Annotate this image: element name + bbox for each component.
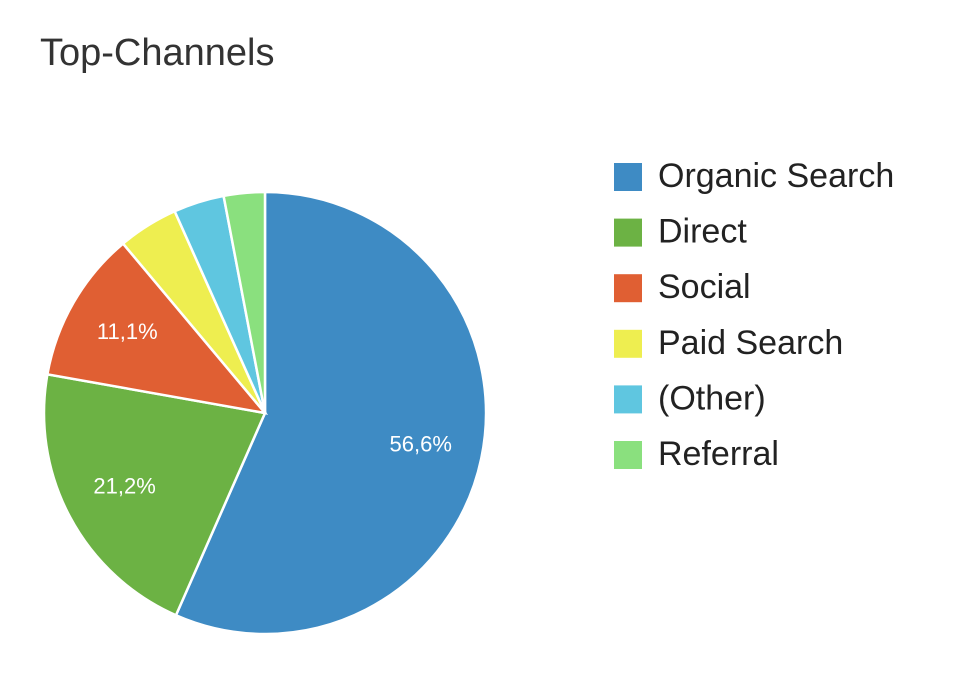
legend-label: (Other) <box>658 379 766 417</box>
pie-slice <box>222 190 267 414</box>
data-label: 11,1% <box>97 319 158 344</box>
chart-title: Top-Channels <box>40 32 274 74</box>
legend-label: Direct <box>658 213 747 251</box>
legend-label: Social <box>658 268 751 306</box>
legend-label: Paid Search <box>658 324 843 362</box>
legend-swatch <box>614 163 642 191</box>
pie-slice <box>42 372 267 617</box>
pie-slice <box>45 241 269 415</box>
legend-label: Referral <box>658 435 779 473</box>
pie-slice <box>174 190 488 636</box>
legend-swatch <box>614 385 642 414</box>
data-label: 21,2% <box>93 474 155 499</box>
legend-label: Organic Search <box>658 157 894 195</box>
legend-swatch <box>614 274 642 303</box>
legend-swatch <box>614 218 642 247</box>
data-label: 56,6% <box>390 432 452 457</box>
legend-swatch <box>614 441 642 469</box>
legend-swatch <box>614 329 642 358</box>
